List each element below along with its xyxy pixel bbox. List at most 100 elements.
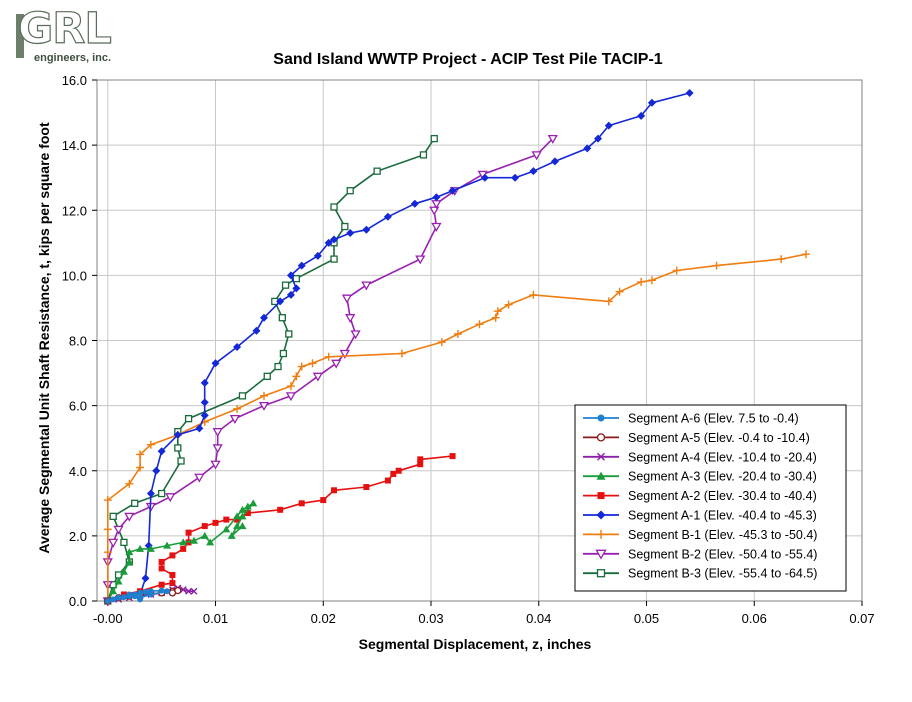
data-point	[180, 545, 187, 552]
series-a-3	[103, 499, 258, 604]
data-point	[249, 499, 258, 507]
data-point	[206, 538, 215, 546]
data-point	[430, 134, 438, 143]
y-tick-label: 0.0	[69, 594, 87, 609]
data-point	[346, 229, 355, 238]
legend-box	[574, 404, 847, 592]
data-point	[169, 571, 176, 578]
legend-label: Segment A-3 (Elev. -20.4 to -30.4)	[628, 470, 817, 484]
data-point	[431, 222, 442, 232]
data-point	[141, 574, 150, 583]
data-point	[312, 372, 324, 382]
data-point	[292, 372, 301, 381]
legend-entry: Segment A-3 (Elev. -20.4 to -30.4)	[583, 470, 817, 484]
data-point	[164, 588, 171, 595]
data-point	[801, 250, 810, 259]
data-point	[114, 577, 123, 585]
data-point	[189, 536, 198, 544]
data-point	[415, 255, 426, 265]
y-tick-label: 10.0	[62, 268, 87, 283]
data-point	[233, 512, 242, 520]
data-point	[596, 433, 606, 442]
data-point	[200, 531, 209, 539]
series-line	[107, 92, 690, 602]
y-axis-label: Average Segmental Unit Shaft Resistance,…	[36, 122, 52, 554]
data-point	[712, 261, 721, 270]
y-tick-label: 12.0	[62, 203, 87, 218]
data-point	[647, 98, 656, 107]
x-tick-label: 0.03	[418, 611, 443, 626]
y-tick-label: 6.0	[69, 399, 87, 414]
data-point	[596, 569, 606, 578]
data-point	[158, 565, 165, 572]
data-point	[142, 588, 149, 595]
data-point	[158, 581, 165, 588]
data-point	[238, 505, 247, 513]
data-point	[169, 552, 176, 559]
legend-label: Segment B-2 (Elev. -50.4 to -55.4)	[628, 547, 817, 561]
data-point	[152, 466, 161, 475]
data-point	[124, 512, 135, 522]
data-point	[511, 173, 520, 182]
data-point	[637, 277, 646, 286]
data-point	[276, 297, 285, 306]
grl-logo: GRL engineers, inc.	[16, 3, 120, 66]
data-point	[110, 596, 117, 603]
data-point	[373, 167, 381, 175]
data-point	[179, 538, 188, 546]
data-point	[103, 525, 112, 534]
data-point	[200, 378, 209, 387]
data-point	[103, 496, 112, 505]
series-group	[102, 89, 810, 607]
x-axis-ticks: -0.00 0.01 0.02 0.03 0.04 0.05 0.06 0.07	[93, 601, 875, 626]
data-point	[604, 121, 613, 130]
data-point	[383, 212, 392, 221]
data-point	[108, 538, 119, 548]
data-point	[531, 151, 542, 161]
data-point	[125, 479, 134, 488]
legend: Segment A-6 (Elev. 7.5 to -0.4) Segment A…	[574, 404, 847, 592]
data-point	[244, 510, 251, 517]
legend-label: Segment A-1 (Elev. -40.4 to -45.3)	[628, 509, 817, 523]
series-a-6	[104, 587, 171, 604]
data-point	[185, 587, 193, 595]
data-point	[137, 589, 144, 596]
legend-entry: Segment B-1 (Elev. -45.3 to -50.4)	[583, 528, 817, 542]
data-point	[125, 557, 134, 565]
data-point	[260, 313, 269, 322]
x-axis-label: Segmental Displacement, z, inches	[359, 636, 592, 652]
x-tick-label: 0.04	[526, 611, 551, 626]
data-point	[345, 314, 356, 324]
data-point	[419, 151, 428, 159]
data-point	[432, 193, 441, 202]
legend-entry: Segment A-2 (Elev. -30.4 to -40.4)	[583, 489, 817, 503]
data-point	[417, 456, 424, 463]
data-point	[453, 329, 462, 338]
y-tick-label: 14.0	[62, 138, 87, 153]
data-point	[475, 320, 484, 329]
x-tick-label: -0.00	[93, 611, 123, 626]
data-point	[177, 457, 185, 465]
data-point	[324, 352, 333, 361]
logo-subtitle: engineers, inc.	[34, 52, 112, 64]
data-point	[238, 522, 247, 530]
legend-entry: Segment A-5 (Elev. -0.4 to -10.4)	[583, 431, 810, 445]
data-point	[429, 206, 440, 216]
data-point	[119, 567, 128, 575]
data-point	[165, 493, 176, 503]
data-point	[163, 541, 172, 549]
legend-entry: Segment A-6 (Elev. 7.5 to -0.4)	[583, 412, 799, 426]
y-tick-label: 8.0	[69, 334, 87, 349]
data-point	[384, 477, 391, 484]
data-point	[550, 157, 559, 166]
data-point	[195, 424, 204, 433]
data-point	[397, 349, 406, 358]
data-point	[136, 544, 145, 552]
data-point	[136, 463, 145, 472]
data-point	[201, 523, 208, 530]
data-point	[104, 598, 111, 604]
data-point	[448, 186, 457, 195]
data-point	[157, 447, 166, 456]
data-point	[330, 203, 338, 211]
data-point	[615, 287, 624, 296]
